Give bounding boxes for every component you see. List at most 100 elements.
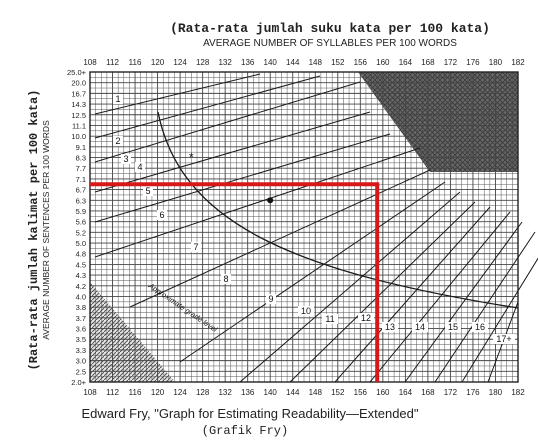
y-tick-label: 4.8 bbox=[76, 250, 86, 259]
grade-level-label: 9 bbox=[268, 294, 273, 304]
x-tick-bottom: 136 bbox=[241, 388, 255, 397]
y-tick-label: 4.3 bbox=[76, 271, 86, 280]
x-tick-top: 136 bbox=[241, 58, 255, 67]
grade-boundary-line bbox=[94, 111, 371, 193]
x-tick-top: 108 bbox=[83, 58, 97, 67]
y-tick-label: 4.2 bbox=[76, 282, 86, 291]
ylabel-en: AVERAGE NUMBER OF SENTENCES PER 100 WORD… bbox=[41, 120, 51, 340]
grade-label-bg bbox=[266, 294, 276, 304]
grade-level-label: 11 bbox=[325, 314, 334, 324]
x-tick-top: 124 bbox=[173, 58, 187, 67]
grade-label-bg bbox=[493, 334, 515, 344]
x-tick-top: 180 bbox=[489, 58, 503, 67]
y-tick-label: 4.0 bbox=[76, 292, 86, 301]
x-tick-top: 182 bbox=[511, 58, 525, 67]
y-tick-label: 7.1 bbox=[76, 175, 86, 184]
grade-level-label: 1 bbox=[115, 94, 120, 104]
x-tick-top: 128 bbox=[196, 58, 210, 67]
grade-level-label: 4 bbox=[137, 162, 142, 172]
grade-label-bg bbox=[135, 162, 145, 172]
y-tick-label: 20.0 bbox=[71, 79, 86, 88]
grade-label-bg bbox=[157, 210, 167, 220]
y-tick-label: 3.7 bbox=[76, 314, 86, 323]
x-tick-bottom: 128 bbox=[196, 388, 210, 397]
title-top-id: (Rata-rata jumlah suku kata per 100 kata… bbox=[170, 21, 490, 36]
grade-boundary-line bbox=[404, 221, 523, 383]
y-tick-label: 4.5 bbox=[76, 260, 86, 269]
x-tick-top: 148 bbox=[309, 58, 323, 67]
y-tick-label: 12.5 bbox=[71, 111, 86, 120]
grade-level-label: 15 bbox=[448, 322, 458, 332]
grade-label-bg bbox=[121, 154, 131, 164]
x-tick-top: 140 bbox=[264, 58, 278, 67]
grade-boundary-line bbox=[94, 73, 261, 115]
y-tick-label: 11.1 bbox=[72, 121, 86, 130]
grade-boundary-line bbox=[129, 169, 431, 308]
grade-boundary-line bbox=[179, 181, 446, 363]
x-tick-bottom: 108 bbox=[83, 388, 97, 397]
grade-level-label: 17+ bbox=[496, 334, 511, 344]
x-tick-bottom: 180 bbox=[489, 388, 503, 397]
ylabel-id: (Rata-rata jumlah kalimat per 100 kata) bbox=[27, 90, 41, 371]
x-tick-top: 160 bbox=[376, 58, 390, 67]
x-tick-bottom: 132 bbox=[218, 388, 232, 397]
caption: Edward Fry, "Graph for Estimating Readab… bbox=[81, 406, 418, 421]
grade-label-bg bbox=[445, 322, 461, 332]
x-tick-bottom: 120 bbox=[151, 388, 165, 397]
grade-level-label: 6 bbox=[159, 210, 164, 220]
grade-label-bg bbox=[113, 94, 123, 104]
y-tick-label: 3.3 bbox=[76, 346, 86, 355]
y-tick-label: 5.2 bbox=[76, 228, 86, 237]
grade-level-label: 3 bbox=[123, 154, 128, 164]
grade-boundary-line bbox=[289, 201, 476, 383]
title-top-en: AVERAGE NUMBER OF SYLLABLES PER 100 WORD… bbox=[203, 38, 457, 49]
x-tick-top: 164 bbox=[399, 58, 413, 67]
x-tick-bottom: 124 bbox=[173, 388, 187, 397]
sample-point-dot bbox=[267, 197, 274, 204]
y-tick-label: 5.0 bbox=[76, 239, 86, 248]
grade-level-label: 10 bbox=[301, 306, 311, 316]
y-tick-label: 3.0 bbox=[76, 357, 86, 366]
x-tick-bottom: 176 bbox=[466, 388, 480, 397]
x-tick-top: 112 bbox=[106, 58, 119, 67]
x-tick-top: 176 bbox=[466, 58, 480, 67]
y-tick-label: 8.3 bbox=[76, 154, 86, 163]
x-tick-bottom: 160 bbox=[376, 388, 390, 397]
x-tick-bottom: 164 bbox=[399, 388, 413, 397]
grade-boundary-line bbox=[239, 191, 461, 383]
grade-level-label: 12 bbox=[361, 313, 371, 323]
x-tick-bottom: 156 bbox=[354, 388, 368, 397]
y-tick-label: 5.6 bbox=[76, 218, 86, 227]
x-tick-top: 172 bbox=[444, 58, 458, 67]
x-tick-bottom: 152 bbox=[331, 388, 345, 397]
y-tick-label: 10.0 bbox=[71, 132, 86, 141]
grade-level-label: 7 bbox=[193, 242, 198, 252]
grade-label-bg bbox=[358, 313, 374, 323]
grade-label-bg bbox=[382, 322, 398, 332]
grade-label-bg bbox=[322, 314, 338, 324]
x-tick-bottom: 168 bbox=[421, 388, 435, 397]
grade-level-label: 5 bbox=[145, 186, 150, 196]
grade-boundary-line bbox=[434, 231, 536, 383]
grade-label-bg bbox=[191, 242, 201, 252]
x-tick-bottom: 148 bbox=[309, 388, 323, 397]
x-tick-top: 152 bbox=[331, 58, 345, 67]
grade-level-label: 16 bbox=[475, 322, 485, 332]
grade-label-bg bbox=[298, 306, 314, 316]
y-tick-label: 7.7 bbox=[76, 164, 86, 173]
y-tick-label: 16.7 bbox=[71, 89, 86, 98]
y-tick-label: 2.0+ bbox=[71, 378, 86, 387]
x-tick-bottom: 172 bbox=[444, 388, 458, 397]
x-tick-bottom: 116 bbox=[129, 388, 142, 397]
x-tick-top: 120 bbox=[151, 58, 165, 67]
y-tick-label: 5.9 bbox=[76, 207, 86, 216]
grade-level-label: 14 bbox=[415, 322, 425, 332]
x-tick-bottom: 140 bbox=[264, 388, 278, 397]
x-tick-top: 156 bbox=[354, 58, 368, 67]
grade-level-label: 2 bbox=[115, 136, 120, 146]
grade-boundary-line bbox=[334, 206, 491, 383]
grade-level-label: 13 bbox=[385, 322, 395, 332]
y-tick-label: 6.7 bbox=[76, 186, 86, 195]
